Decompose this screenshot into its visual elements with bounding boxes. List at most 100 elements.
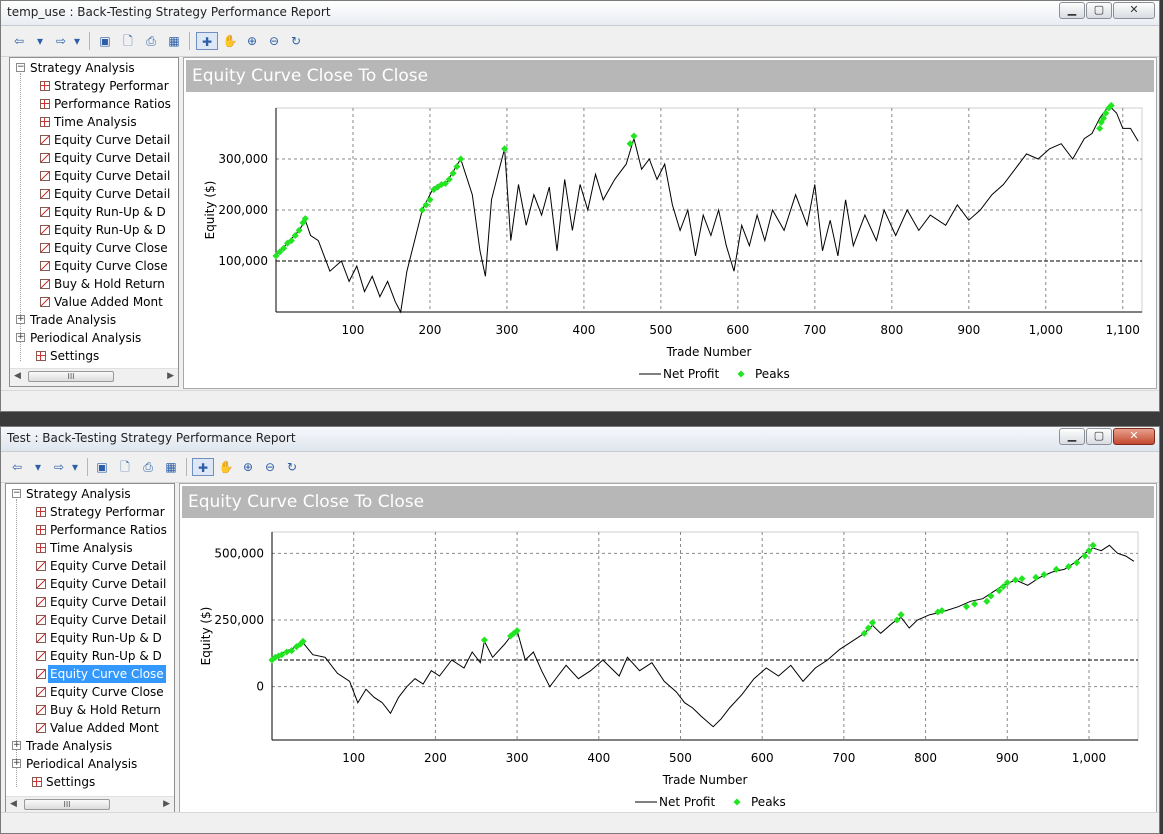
scroll-left-icon[interactable]: ◀ — [14, 371, 21, 381]
print-preview-icon[interactable]: 🗋 — [123, 34, 133, 48]
collapse-icon[interactable]: − — [12, 488, 21, 498]
chart-report-icon — [40, 297, 50, 307]
title-bar[interactable]: Test : Back-Testing Strategy Performance… — [1, 427, 1159, 452]
back-arrow-icon[interactable]: ⇦ — [13, 34, 25, 48]
tree-item[interactable]: Equity Curve Detail — [10, 167, 178, 185]
expand-icon[interactable]: + — [12, 740, 21, 750]
tree-item[interactable]: Performance Ratios — [10, 95, 178, 113]
x-tick-label: 500 — [649, 323, 672, 337]
x-tick-label: 300 — [506, 751, 529, 765]
scroll-thumb[interactable]: III — [24, 799, 110, 810]
grid-view-icon[interactable]: ▦ — [165, 460, 177, 474]
tree-item-label: Strategy Analysis — [30, 61, 135, 75]
tree-item[interactable]: Buy & Hold Return — [10, 275, 178, 293]
zoom-out-icon[interactable]: ⊖ — [268, 34, 280, 48]
collapse-icon[interactable]: − — [16, 62, 25, 72]
scroll-thumb[interactable]: III — [28, 371, 114, 382]
x-axis-title: Trade Number — [662, 773, 748, 787]
toolbar: ⇦ ▾ ⇨ ▾ ▣ 🗋 ⎙ ▦ ✚ ✋ ⊕ ⊖ ↻ — [1, 452, 1159, 483]
save-icon[interactable]: ▣ — [96, 460, 108, 474]
tree-item[interactable]: − Strategy Analysis — [10, 59, 178, 77]
zoom-out-icon[interactable]: ⊖ — [264, 460, 276, 474]
tree-item[interactable]: + Trade Analysis — [6, 737, 174, 755]
tree-item[interactable]: Equity Curve Detail — [6, 593, 174, 611]
chart-report-icon — [36, 687, 46, 697]
scroll-right-icon[interactable]: ▶ — [167, 371, 174, 381]
reset-zoom-icon[interactable]: ↻ — [290, 34, 302, 48]
tree-hscrollbar[interactable]: ◀ III ▶ — [6, 796, 174, 814]
forward-dropdown-icon[interactable]: ▾ — [73, 34, 81, 48]
tree-item[interactable]: Time Analysis — [6, 539, 174, 557]
equity-chart[interactable]: 100 200 300 400 500 600 700 800 900 1,000 0 250,000… — [180, 520, 1156, 816]
equity-chart[interactable]: 100 200 300 400 500 600 700 800 900 1,000 1,100 100… — [184, 94, 1156, 388]
back-dropdown-icon[interactable]: ▾ — [36, 34, 44, 48]
tree-item[interactable]: Buy & Hold Return — [6, 701, 174, 719]
peak-marker — [291, 231, 299, 240]
tree-item[interactable]: Value Added Mont — [10, 293, 178, 311]
peak-marker — [445, 175, 453, 183]
tree-hscrollbar[interactable]: ◀ III ▶ — [10, 368, 178, 386]
scroll-left-icon[interactable]: ◀ — [10, 799, 17, 809]
maximize-button[interactable]: ▢ — [1086, 2, 1112, 19]
tree-item[interactable]: Equity Curve Detail — [6, 611, 174, 629]
tree-item[interactable]: Performance Ratios — [6, 521, 174, 539]
grid-view-icon[interactable]: ▦ — [168, 34, 180, 48]
tree-item[interactable]: Strategy Performar — [10, 77, 178, 95]
tree-item[interactable]: + Trade Analysis — [10, 311, 178, 329]
pan-hand-icon[interactable]: ✋ — [218, 460, 234, 474]
close-button[interactable]: ✕ — [1113, 428, 1155, 445]
minimize-button[interactable]: ▁ — [1059, 2, 1085, 19]
forward-arrow-icon[interactable]: ⇨ — [55, 34, 67, 48]
tree-item[interactable]: Equity Curve Detail — [6, 575, 174, 593]
forward-arrow-icon[interactable]: ⇨ — [53, 460, 65, 474]
print-icon[interactable]: ⎙ — [146, 34, 156, 48]
pan-hand-icon[interactable]: ✋ — [222, 34, 238, 48]
pointer-tool-icon[interactable]: ✚ — [192, 458, 214, 476]
panel-title: Equity Curve Close To Close — [186, 60, 1154, 92]
zoom-in-icon[interactable]: ⊕ — [242, 460, 254, 474]
peak-marker — [501, 145, 509, 153]
maximize-button[interactable]: ▢ — [1086, 428, 1112, 445]
expand-icon[interactable]: + — [16, 314, 25, 324]
tree-item[interactable]: − Strategy Analysis — [6, 485, 174, 503]
pointer-tool-icon[interactable]: ✚ — [196, 32, 218, 50]
tree-item-label: Equity Curve Close — [47, 664, 167, 684]
tree-item[interactable]: Equity Run-Up & D — [10, 203, 178, 221]
tree-item[interactable]: Equity Curve Close — [10, 239, 178, 257]
tree-item[interactable]: Strategy Performar — [6, 503, 174, 521]
tree-item[interactable]: Settings — [6, 773, 174, 791]
tree-item[interactable]: Equity Curve Detail — [10, 131, 178, 149]
tree-item[interactable]: Value Added Mont — [6, 719, 174, 737]
tree-item[interactable]: Equity Run-Up & D — [10, 221, 178, 239]
zoom-in-icon[interactable]: ⊕ — [246, 34, 258, 48]
tree-item[interactable]: Equity Run-Up & D — [6, 647, 174, 665]
reset-zoom-icon[interactable]: ↻ — [286, 460, 298, 474]
save-icon[interactable]: ▣ — [99, 34, 111, 48]
tree-item[interactable]: Settings — [10, 347, 178, 365]
expand-icon[interactable]: + — [12, 758, 21, 768]
back-arrow-icon[interactable]: ⇦ — [11, 460, 23, 474]
tree-item[interactable]: Equity Curve Detail — [6, 557, 174, 575]
chart-report-icon — [36, 651, 46, 661]
tree-item[interactable]: Equity Run-Up & D — [6, 629, 174, 647]
tree-item[interactable]: Equity Curve Detail — [10, 149, 178, 167]
tree-item[interactable]: Time Analysis — [10, 113, 178, 131]
report-tree: − Strategy Analysis Strategy Performar Perf… — [9, 57, 179, 387]
expand-icon[interactable]: + — [16, 332, 25, 342]
print-preview-icon[interactable]: 🗋 — [120, 460, 130, 474]
forward-dropdown-icon[interactable]: ▾ — [71, 460, 79, 474]
close-button[interactable]: ✕ — [1113, 2, 1155, 19]
scroll-right-icon[interactable]: ▶ — [163, 799, 170, 809]
tree-item[interactable]: Equity Curve Close — [6, 664, 174, 684]
tree-item[interactable]: + Periodical Analysis — [6, 755, 174, 773]
print-icon[interactable]: ⎙ — [143, 460, 153, 474]
back-dropdown-icon[interactable]: ▾ — [34, 460, 42, 474]
title-bar[interactable]: temp_use : Back-Testing Strategy Perform… — [1, 1, 1159, 26]
tree-item[interactable]: Equity Curve Detail — [10, 185, 178, 203]
minimize-button[interactable]: ▁ — [1059, 428, 1085, 445]
tree-item[interactable]: Equity Curve Close — [10, 257, 178, 275]
tree-item[interactable]: Equity Curve Close — [6, 683, 174, 701]
tree-item[interactable]: + Periodical Analysis — [10, 329, 178, 347]
peak-marker — [288, 647, 296, 655]
x-tick-label: 800 — [880, 323, 903, 337]
